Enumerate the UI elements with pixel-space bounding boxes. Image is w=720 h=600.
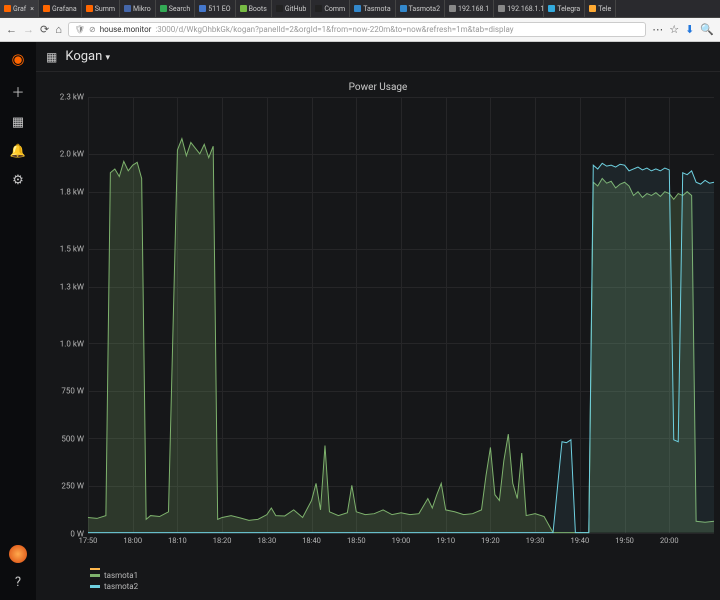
- help-icon[interactable]: ?: [15, 575, 21, 590]
- dashboard-picker-icon[interactable]: ▦: [46, 50, 57, 64]
- browser-tab[interactable]: Tasmota: [350, 0, 395, 17]
- dashboard-title[interactable]: Kogan ▾: [65, 49, 110, 64]
- x-axis: 17:5018:0018:1018:2018:3018:4018:5019:00…: [88, 536, 714, 548]
- more-icon[interactable]: ⋯: [652, 23, 663, 36]
- browser-tab[interactable]: Summ: [82, 0, 120, 17]
- y-tick-label: 2.3 kW: [60, 93, 84, 102]
- legend-swatch: [90, 574, 100, 577]
- tab-label: GitHub: [285, 5, 307, 13]
- panel-title: Power Usage: [42, 78, 714, 97]
- gear-icon[interactable]: ⚙: [12, 173, 24, 188]
- avatar[interactable]: [9, 545, 27, 563]
- x-tick-label: 18:10: [168, 536, 187, 545]
- browser-tab[interactable]: Boots: [236, 0, 272, 17]
- series-tasmota2: [88, 97, 714, 533]
- x-tick-label: 20:00: [660, 536, 679, 545]
- forward-button[interactable]: →: [23, 23, 34, 36]
- x-tick-label: 18:40: [302, 536, 321, 545]
- browser-tab[interactable]: Tele: [585, 0, 616, 17]
- x-tick-label: 18:50: [347, 536, 366, 545]
- x-tick-label: 17:50: [79, 536, 98, 545]
- browser-tab[interactable]: GitHub: [272, 0, 312, 17]
- y-tick-label: 2.0 kW: [60, 149, 84, 158]
- browser-toolbar: ← → ⟳ ⌂ 🛡 ⊘ house.monitor:3000/d/WkgOhbk…: [0, 18, 720, 42]
- grafana-logo-icon[interactable]: ◉: [11, 50, 24, 68]
- download-icon[interactable]: ⬇: [685, 23, 694, 36]
- x-tick-label: 19:30: [526, 536, 545, 545]
- reload-button[interactable]: ⟳: [40, 23, 49, 36]
- x-tick-label: 19:10: [436, 536, 455, 545]
- dashboard-title-text: Kogan: [65, 49, 102, 64]
- lock-icon: ⊘: [89, 25, 96, 34]
- browser-tab[interactable]: Mikro: [120, 0, 156, 17]
- legend-item[interactable]: tasmota1: [90, 570, 708, 581]
- tab-label: Search: [169, 5, 191, 13]
- tab-label: 192.168.1: [458, 5, 489, 13]
- sidebar: ◉ ＋ ▦ 🔔 ⚙ ?: [0, 42, 36, 600]
- x-tick-label: 19:50: [615, 536, 634, 545]
- legend-swatch: [90, 585, 100, 588]
- legend: tasmota1tasmota2: [42, 562, 714, 600]
- browser-tab[interactable]: Grafana: [39, 0, 82, 17]
- star-icon[interactable]: ☆: [669, 23, 679, 36]
- url-path: :3000/d/WkgOhbkGk/kogan?panelId=2&orgId=…: [155, 25, 513, 34]
- panel-power-usage: Power Usage 0 W250 W500 W750 W1.0 kW1.3 …: [36, 72, 720, 600]
- browser-tab[interactable]: Telegra: [544, 0, 585, 17]
- tab-label: Grafana: [52, 5, 77, 13]
- y-axis: 0 W250 W500 W750 W1.0 kW1.3 kW1.5 kW1.8 …: [42, 97, 88, 534]
- browser-tab-strip: Graf × Grafana Summ Mikro Search 511 EO Boots Gi…: [0, 0, 720, 18]
- y-tick-label: 1.5 kW: [60, 244, 84, 253]
- y-tick-label: 750 W: [61, 387, 84, 396]
- tab-label: Tasmota2: [409, 5, 440, 13]
- y-tick-label: 500 W: [61, 434, 84, 443]
- url-host: house.monitor: [100, 25, 152, 34]
- tab-label: Summ: [95, 5, 115, 13]
- x-tick-label: 19:00: [392, 536, 411, 545]
- tab-label: Mikro: [133, 5, 151, 13]
- browser-tab[interactable]: Comm: [311, 0, 350, 17]
- home-button[interactable]: ⌂: [55, 23, 62, 36]
- x-tick-label: 18:00: [123, 536, 142, 545]
- y-tick-label: 250 W: [61, 482, 84, 491]
- chevron-down-icon: ▾: [106, 53, 111, 63]
- browser-tab[interactable]: Graf ×: [0, 0, 39, 17]
- y-tick-label: 1.0 kW: [60, 339, 84, 348]
- browser-tab[interactable]: 511 EO: [195, 0, 235, 17]
- close-icon[interactable]: ×: [30, 5, 34, 13]
- back-button[interactable]: ←: [6, 23, 17, 36]
- url-bar[interactable]: 🛡 ⊘ house.monitor:3000/d/WkgOhbkGk/kogan…: [68, 22, 646, 37]
- legend-label: tasmota2: [104, 581, 138, 592]
- search-icon[interactable]: 🔍: [700, 23, 714, 36]
- plus-icon[interactable]: ＋: [11, 82, 24, 101]
- plot-area[interactable]: [88, 97, 714, 534]
- x-tick-label: 19:20: [481, 536, 500, 545]
- tab-label: 511 EO: [208, 5, 230, 13]
- bell-icon[interactable]: 🔔: [10, 144, 26, 159]
- browser-tab[interactable]: 192.168.1.1: [494, 0, 544, 17]
- topbar: ▦ Kogan ▾: [36, 42, 720, 72]
- x-tick-label: 18:30: [258, 536, 277, 545]
- dashboards-icon[interactable]: ▦: [12, 115, 24, 130]
- browser-tab[interactable]: Search: [156, 0, 196, 17]
- y-tick-label: 1.3 kW: [60, 282, 84, 291]
- x-tick-label: 18:20: [213, 536, 232, 545]
- x-tick-label: 19:40: [571, 536, 590, 545]
- tab-label: Comm: [324, 5, 345, 13]
- browser-tab[interactable]: Tasmota2: [396, 0, 445, 17]
- legend-label: tasmota1: [104, 570, 138, 581]
- legend-item[interactable]: tasmota2: [90, 581, 708, 592]
- y-tick-label: 1.8 kW: [60, 187, 84, 196]
- tab-label: 192.168.1.1: [507, 5, 544, 13]
- tab-label: Boots: [249, 5, 267, 13]
- chart[interactable]: 0 W250 W500 W750 W1.0 kW1.3 kW1.5 kW1.8 …: [42, 97, 714, 562]
- tab-label: Tasmota: [363, 5, 390, 13]
- tab-label: Tele: [598, 5, 611, 13]
- tab-label: Telegra: [557, 5, 580, 13]
- tab-label: Graf: [13, 5, 26, 13]
- browser-tab[interactable]: 192.168.1: [445, 0, 494, 17]
- shield-icon: 🛡: [75, 25, 85, 34]
